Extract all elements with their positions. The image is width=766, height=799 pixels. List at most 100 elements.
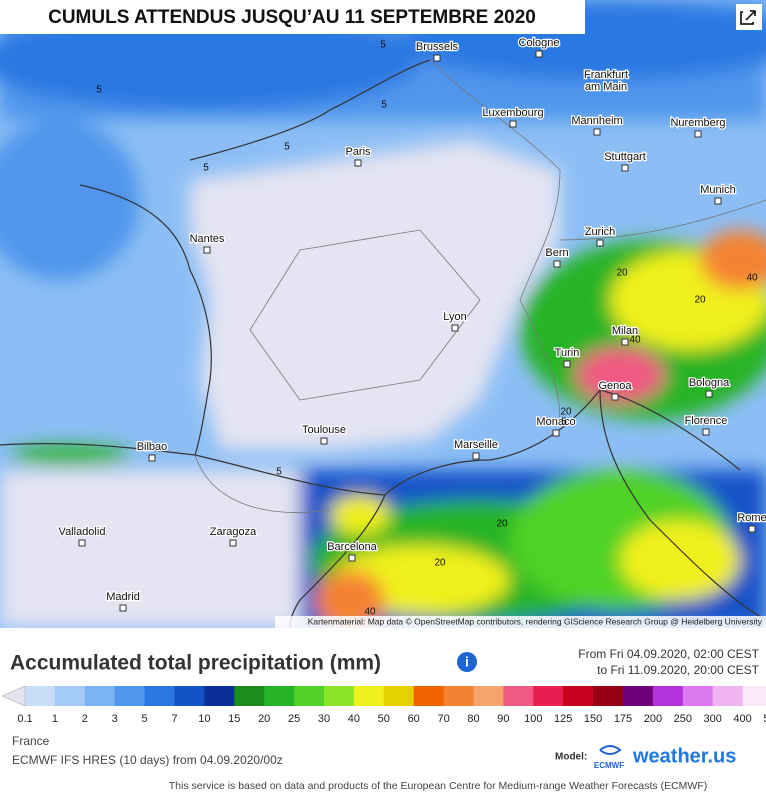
city-label: Bilbao bbox=[137, 441, 168, 453]
contour-label: 20 bbox=[694, 295, 706, 306]
city-label: Nantes bbox=[190, 233, 225, 245]
city-marker bbox=[694, 130, 702, 138]
scale-label: 30 bbox=[318, 713, 330, 725]
scale-swatch bbox=[623, 686, 654, 706]
scale-swatch bbox=[264, 686, 295, 706]
scale-swatch bbox=[682, 686, 714, 706]
region: France bbox=[12, 734, 50, 748]
info-icon-i[interactable]: i bbox=[465, 654, 469, 670]
city-label: Bologna bbox=[689, 377, 730, 389]
scale-label: 25 bbox=[288, 713, 300, 725]
city-label: Frankfurt bbox=[584, 69, 628, 81]
scale-swatch bbox=[563, 686, 594, 706]
scale-swatch bbox=[443, 686, 474, 706]
scale-swatch bbox=[712, 686, 744, 706]
period-from: From Fri 04.09.2020, 02:00 CEST bbox=[578, 647, 759, 661]
contour-label: 5 bbox=[276, 467, 282, 478]
contour-label: 20 bbox=[496, 519, 508, 530]
city-marker bbox=[714, 197, 722, 205]
city-label: Lyon bbox=[443, 311, 466, 323]
model-label: Model: bbox=[555, 752, 587, 763]
scale-label: 90 bbox=[497, 713, 509, 725]
scale-label: 0.1 bbox=[17, 713, 32, 725]
scale-swatch bbox=[174, 686, 205, 706]
scale-swatch bbox=[144, 686, 175, 706]
contour-label: 5 bbox=[380, 40, 386, 51]
contour-label: 5 bbox=[96, 85, 102, 96]
city-label: Genoa bbox=[598, 380, 632, 392]
ecmwf-logo bbox=[599, 745, 622, 755]
city-label: Munich bbox=[700, 184, 735, 196]
info-icon[interactable] bbox=[457, 652, 477, 672]
city-marker bbox=[563, 360, 571, 368]
city-marker bbox=[748, 525, 756, 533]
scale-label: 7 bbox=[171, 713, 177, 725]
city-marker bbox=[472, 452, 480, 460]
scale-label: 50 bbox=[378, 713, 390, 725]
scale-label: 400 bbox=[733, 713, 751, 725]
city-marker bbox=[621, 338, 629, 346]
city-label: Barcelona bbox=[327, 541, 377, 553]
contour-label: 5 bbox=[284, 142, 290, 153]
city-label: am Main bbox=[585, 81, 627, 93]
scale-label: 60 bbox=[408, 713, 420, 725]
city-marker bbox=[593, 128, 601, 136]
city-label: Mannheim bbox=[571, 115, 622, 127]
city-marker bbox=[535, 50, 543, 58]
scale-label: 200 bbox=[644, 713, 662, 725]
scale-swatch bbox=[503, 686, 534, 706]
city-label: Cologne bbox=[519, 37, 560, 49]
notice: This service is based on data and produc… bbox=[169, 780, 707, 792]
scale-label: 100 bbox=[524, 713, 542, 725]
city-label: Milan bbox=[612, 325, 638, 337]
legend-title: Accumulated total precipitation (mm) bbox=[10, 652, 381, 675]
contour-label: 5 bbox=[561, 417, 567, 428]
ecmwf: ECMWF bbox=[594, 761, 624, 770]
city-label: Valladolid bbox=[59, 526, 106, 538]
scale-swatch bbox=[473, 686, 504, 706]
scale-label: 5 bbox=[142, 713, 148, 725]
city-marker bbox=[451, 324, 459, 332]
scale-label: 80 bbox=[467, 713, 479, 725]
scale-swatch bbox=[742, 686, 766, 706]
city-marker bbox=[621, 164, 629, 172]
scale-swatch bbox=[652, 686, 684, 706]
city-label: Florence bbox=[685, 415, 728, 427]
map bbox=[0, 0, 766, 628]
city-label: Stuttgart bbox=[604, 151, 646, 163]
city-label: Toulouse bbox=[302, 424, 346, 436]
scale-label: 150 bbox=[584, 713, 602, 725]
contour-label: 5 bbox=[203, 163, 209, 174]
brand: weather.us bbox=[632, 745, 736, 767]
contour-label: 40 bbox=[364, 607, 376, 618]
scale-label: 70 bbox=[437, 713, 449, 725]
scale-label: 20 bbox=[258, 713, 270, 725]
city-marker bbox=[320, 437, 328, 445]
scale-swatch bbox=[533, 686, 564, 706]
city-label: Zurich bbox=[585, 226, 616, 238]
city-label: Monaco bbox=[536, 416, 575, 428]
city-marker bbox=[705, 390, 713, 398]
scale-swatch bbox=[413, 686, 445, 706]
city-marker bbox=[596, 239, 604, 247]
city-marker bbox=[229, 539, 237, 547]
contour-label: 20 bbox=[560, 407, 572, 418]
scale-label: 10 bbox=[198, 713, 210, 725]
share-icon[interactable] bbox=[740, 10, 756, 25]
model-run: ECMWF IFS HRES (10 days) from 04.09.2020… bbox=[12, 753, 283, 767]
city-marker bbox=[348, 554, 356, 562]
city-label: Turin bbox=[555, 347, 580, 359]
scale-label: 15 bbox=[228, 713, 240, 725]
period-to: to Fri 11.09.2020, 20:00 CEST bbox=[597, 663, 760, 677]
title: CUMULS ATTENDUS JUSQU’AU 11 SEPTEMBRE 20… bbox=[48, 7, 536, 28]
city-marker bbox=[552, 429, 560, 437]
city-marker bbox=[203, 246, 211, 254]
contour-label: 5 bbox=[381, 100, 387, 111]
scale-swatch bbox=[353, 686, 385, 706]
scale-swatch bbox=[84, 686, 116, 706]
city-marker bbox=[354, 159, 362, 167]
attribution: Kartenmaterial: Map data © OpenStreetMap… bbox=[308, 616, 763, 626]
scale-swatch bbox=[25, 686, 56, 706]
